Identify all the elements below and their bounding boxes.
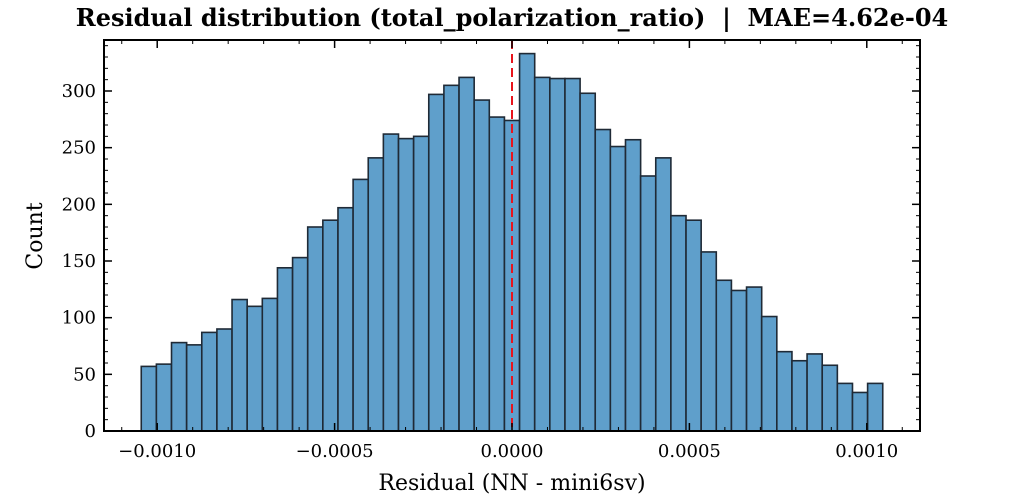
histogram-bar <box>549 77 566 432</box>
histogram-bar <box>776 350 793 432</box>
histogram-bar <box>473 99 491 432</box>
histogram-bar <box>851 391 869 432</box>
histogram-bar <box>367 157 385 432</box>
histogram-bar <box>564 77 581 432</box>
histogram-bar <box>352 178 370 432</box>
x-tick-label: 0.0005 <box>658 441 721 462</box>
x-tick-label: 0.0000 <box>481 441 544 462</box>
y-tick-label: 300 <box>62 81 96 102</box>
histogram-bar <box>836 382 854 432</box>
histogram-bar <box>866 382 884 432</box>
histogram-bar <box>609 145 627 432</box>
histogram-bar <box>291 256 309 432</box>
histogram-bar <box>246 305 264 432</box>
histogram-bar <box>579 92 597 432</box>
histogram-bar <box>458 76 475 432</box>
chart-title: Residual distribution (total_polarizatio… <box>76 3 948 32</box>
y-tick-label: 250 <box>62 138 96 159</box>
histogram-bar <box>261 297 279 432</box>
y-tick-label: 50 <box>73 364 96 385</box>
histogram-bar <box>140 365 158 432</box>
histogram-bar <box>488 116 506 432</box>
histogram-bar <box>155 363 173 432</box>
histogram-bar <box>216 328 233 432</box>
histogram-bar <box>594 128 612 432</box>
histogram-bar <box>760 315 778 432</box>
histogram-bar <box>170 341 188 432</box>
histogram-bar <box>382 133 400 432</box>
histogram-bar <box>306 226 324 432</box>
histogram-bar <box>624 138 642 432</box>
histogram-bar <box>276 266 294 432</box>
histogram-bar <box>412 135 430 432</box>
histogram-bar <box>337 206 354 432</box>
histogram-bar <box>806 353 824 432</box>
histogram-bar <box>700 251 718 432</box>
y-axis-label: Count <box>23 202 48 269</box>
histogram-bar <box>821 364 839 432</box>
x-tick-label: −0.0005 <box>296 441 374 462</box>
histogram-bar <box>715 279 733 432</box>
y-tick-label: 0 <box>85 421 96 442</box>
histogram-bar <box>443 84 460 432</box>
histogram-bar <box>533 76 551 432</box>
histogram-bar <box>231 298 248 432</box>
histogram-bar <box>654 157 672 432</box>
tick-labels: −0.0010 −0.0005 0.0000 0.0005 0.0010 0 50 100 15… <box>62 81 899 462</box>
histogram-bar <box>322 219 339 432</box>
histogram-bar <box>730 289 748 432</box>
histogram-bar <box>397 137 415 432</box>
axis-ticks <box>104 40 920 432</box>
x-axis-label: Residual (NN - mini6sv) <box>378 471 645 496</box>
y-tick-label: 150 <box>62 251 96 272</box>
histogram-bar <box>745 286 763 432</box>
histogram-bar <box>685 219 702 432</box>
y-tick-label: 100 <box>62 308 96 329</box>
histogram-bar <box>791 359 808 432</box>
histogram-bar <box>639 175 657 432</box>
y-tick-label: 200 <box>62 194 96 215</box>
x-tick-label: −0.0010 <box>118 441 196 462</box>
histogram-bar <box>427 93 445 432</box>
histogram-bar <box>200 331 218 432</box>
histogram-bar <box>518 52 536 432</box>
histogram-bar <box>185 344 203 432</box>
histogram-bar <box>670 214 687 432</box>
x-tick-label: 0.0010 <box>835 441 898 462</box>
